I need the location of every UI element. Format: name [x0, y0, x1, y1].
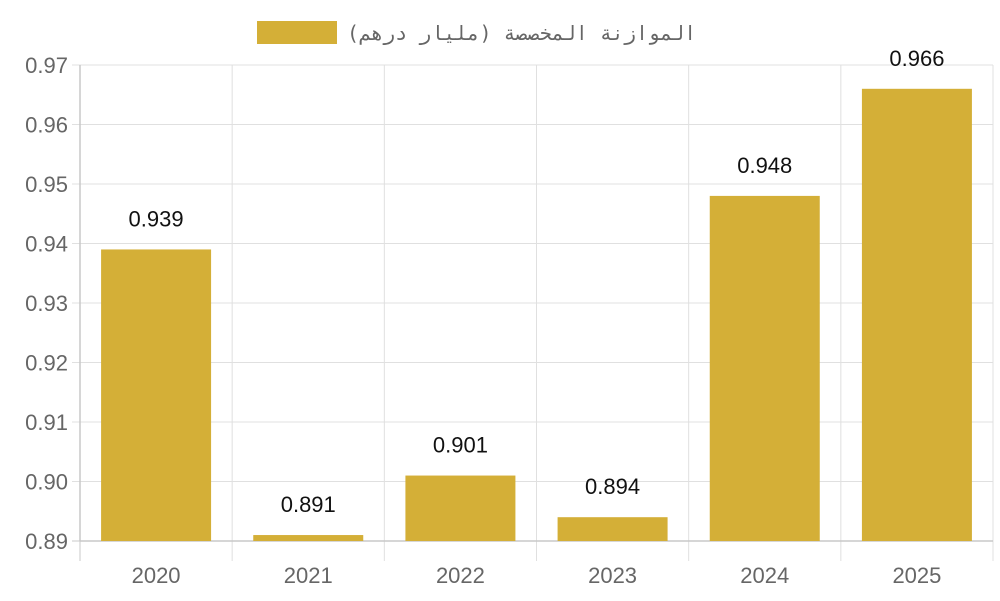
legend[interactable]: الموازنة المخصصة (مليار درهم) — [257, 21, 696, 45]
data-label: 0.901 — [433, 433, 488, 458]
bar-2020[interactable] — [101, 249, 212, 541]
bars — [101, 88, 972, 542]
legend-swatch[interactable] — [257, 21, 337, 44]
bar-2024[interactable] — [709, 195, 820, 541]
x-tick-label: 2023 — [588, 563, 637, 588]
data-label: 0.948 — [737, 153, 792, 178]
y-tick-label: 0.97 — [25, 53, 68, 78]
x-tick-label: 2025 — [892, 563, 941, 588]
axes: 0.89 0.90 0.91 0.92 0.93 0.94 0.95 0.96 0.97 2020… — [25, 53, 993, 588]
grid-lines — [72, 64, 994, 561]
bar-2023[interactable] — [557, 517, 668, 541]
bar-2025[interactable] — [861, 88, 972, 542]
data-label: 0.894 — [585, 474, 640, 499]
x-tick-label: 2022 — [436, 563, 485, 588]
y-tick-label: 0.95 — [25, 172, 68, 197]
y-tick-label: 0.92 — [25, 351, 68, 376]
data-label: 0.966 — [889, 46, 944, 71]
legend-label[interactable]: الموازنة المخصصة (مليار درهم) — [347, 21, 696, 45]
y-tick-label: 0.94 — [25, 232, 68, 257]
y-tick-label: 0.93 — [25, 291, 68, 316]
x-tick-label: 2024 — [740, 563, 789, 588]
x-tick-label: 2020 — [132, 563, 181, 588]
data-label: 0.891 — [281, 492, 336, 517]
data-label: 0.939 — [129, 206, 184, 231]
bar-2021[interactable] — [253, 535, 364, 541]
data-labels: 0.939 0.891 0.901 0.894 0.948 0.966 — [129, 46, 945, 517]
bar-2022[interactable] — [405, 475, 516, 541]
y-tick-label: 0.89 — [25, 529, 68, 554]
x-tick-label: 2021 — [284, 563, 333, 588]
y-tick-label: 0.91 — [25, 410, 68, 435]
y-tick-label: 0.96 — [25, 113, 68, 138]
y-tick-label: 0.90 — [25, 470, 68, 495]
